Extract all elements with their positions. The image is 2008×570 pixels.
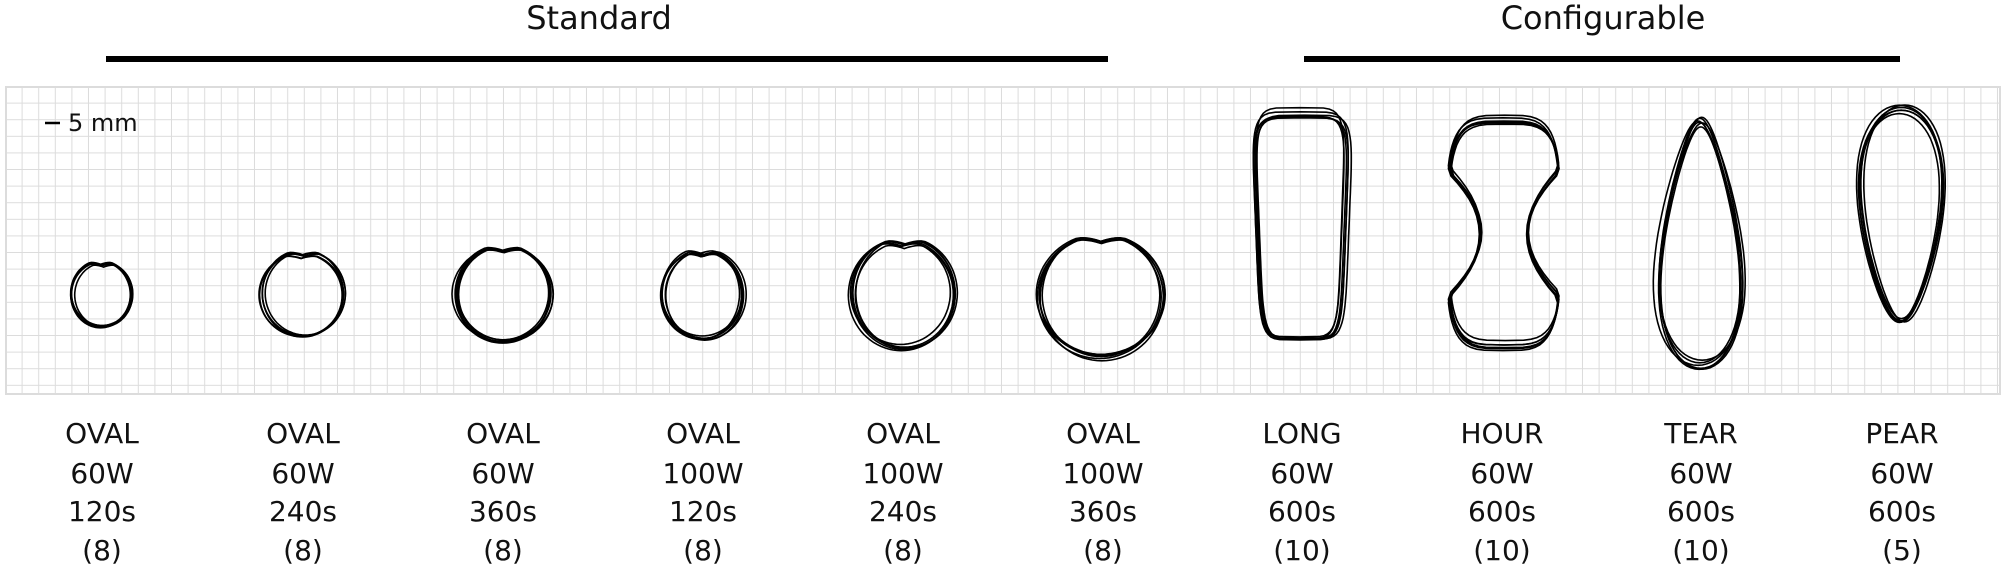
outline — [1254, 115, 1345, 338]
column-label: OVAL — [1066, 417, 1140, 450]
outline — [1858, 112, 1941, 323]
outline — [847, 242, 956, 352]
column-label: 600s — [1868, 495, 1936, 528]
column-label: OVAL — [866, 417, 940, 450]
column-label: LONG — [1262, 417, 1341, 450]
column-label: 240s — [269, 495, 337, 528]
column-label: OVAL — [65, 417, 139, 450]
column-label: 60W — [70, 457, 133, 490]
outline — [659, 253, 743, 340]
outline — [1252, 116, 1348, 341]
column-label: (8) — [1083, 534, 1123, 567]
column-label: 100W — [862, 457, 943, 490]
outline — [1256, 114, 1353, 341]
outline — [451, 248, 555, 343]
column-label: (5) — [1882, 534, 1922, 567]
outline — [456, 248, 552, 341]
column-label: TEAR — [1663, 417, 1737, 450]
column-label: OVAL — [266, 417, 340, 450]
outline — [73, 264, 134, 328]
column-label: 600s — [1468, 495, 1536, 528]
column-label: (8) — [283, 534, 323, 567]
column-label: 360s — [1069, 495, 1137, 528]
column-label: 240s — [869, 495, 937, 528]
column-label: (8) — [683, 534, 723, 567]
outline — [852, 240, 959, 350]
column-label: (8) — [883, 534, 923, 567]
column-label: 60W — [1270, 457, 1333, 490]
outline — [854, 244, 955, 348]
column-label: (10) — [1672, 534, 1729, 567]
group-label: Configurable — [1501, 0, 1706, 37]
outline — [1036, 238, 1163, 360]
outline — [849, 242, 952, 346]
column-label: 60W — [471, 457, 534, 490]
column-label: 600s — [1667, 495, 1735, 528]
column-label: 600s — [1268, 495, 1336, 528]
outline — [1039, 237, 1165, 362]
scale-label: 5 mm — [68, 109, 138, 137]
column-label: OVAL — [666, 417, 740, 450]
group-label: Standard — [526, 0, 672, 37]
outline — [457, 248, 551, 343]
outline — [1659, 116, 1744, 371]
column-label: 360s — [469, 495, 537, 528]
outline — [261, 251, 345, 338]
column-label: (8) — [483, 534, 523, 567]
labels: OVAL 60W 120s (8) OVAL 60W 240s (8) OVAL 60W 360s (… — [65, 417, 1938, 567]
grid — [5, 86, 2001, 395]
column-label: 60W — [271, 457, 334, 490]
column-label: (8) — [82, 534, 122, 567]
column-label: 100W — [1062, 457, 1143, 490]
outline — [1860, 106, 1943, 320]
shapes — [69, 104, 1946, 371]
column-label: (10) — [1473, 534, 1530, 567]
outline — [1863, 104, 1946, 323]
column-label: 100W — [662, 457, 743, 490]
column-label: 60W — [1470, 457, 1533, 490]
column-label: OVAL — [466, 417, 540, 450]
outline — [1449, 121, 1560, 346]
column-label: HOUR — [1460, 417, 1543, 450]
column-label: PEAR — [1865, 417, 1938, 450]
column-label: 120s — [68, 495, 136, 528]
column-label: 60W — [1669, 457, 1732, 490]
outline — [1652, 120, 1744, 367]
column-label: 120s — [669, 495, 737, 528]
outline — [1038, 237, 1167, 356]
column-label: (10) — [1273, 534, 1330, 567]
column-label: 60W — [1870, 457, 1933, 490]
outline — [1449, 114, 1560, 349]
